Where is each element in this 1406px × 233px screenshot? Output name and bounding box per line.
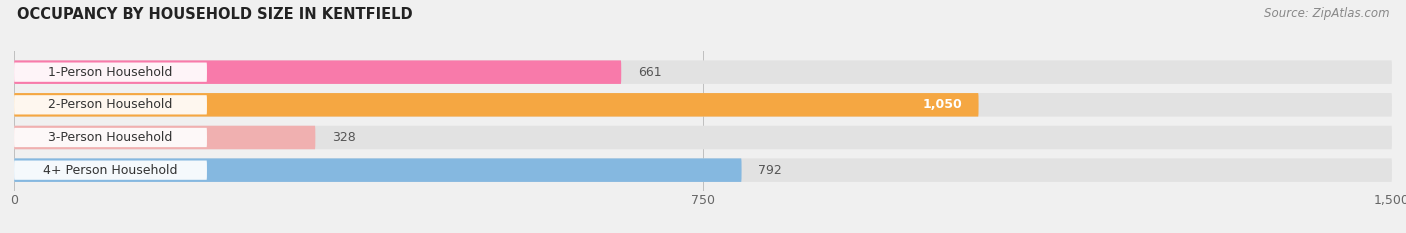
Text: Source: ZipAtlas.com: Source: ZipAtlas.com (1264, 7, 1389, 20)
Text: 661: 661 (638, 66, 661, 79)
FancyBboxPatch shape (14, 95, 207, 114)
FancyBboxPatch shape (14, 93, 979, 116)
Text: 2-Person Household: 2-Person Household (48, 98, 173, 111)
FancyBboxPatch shape (14, 62, 207, 82)
Text: 328: 328 (332, 131, 356, 144)
FancyBboxPatch shape (14, 126, 1392, 149)
Text: 1-Person Household: 1-Person Household (48, 66, 173, 79)
Text: 1,050: 1,050 (922, 98, 962, 111)
FancyBboxPatch shape (14, 126, 315, 149)
FancyBboxPatch shape (14, 158, 1392, 182)
Text: 792: 792 (758, 164, 782, 177)
Text: 3-Person Household: 3-Person Household (48, 131, 173, 144)
Text: OCCUPANCY BY HOUSEHOLD SIZE IN KENTFIELD: OCCUPANCY BY HOUSEHOLD SIZE IN KENTFIELD (17, 7, 412, 22)
Text: 4+ Person Household: 4+ Person Household (44, 164, 177, 177)
FancyBboxPatch shape (14, 161, 207, 180)
FancyBboxPatch shape (14, 93, 1392, 116)
FancyBboxPatch shape (14, 158, 741, 182)
FancyBboxPatch shape (14, 60, 1392, 84)
FancyBboxPatch shape (14, 60, 621, 84)
FancyBboxPatch shape (14, 128, 207, 147)
